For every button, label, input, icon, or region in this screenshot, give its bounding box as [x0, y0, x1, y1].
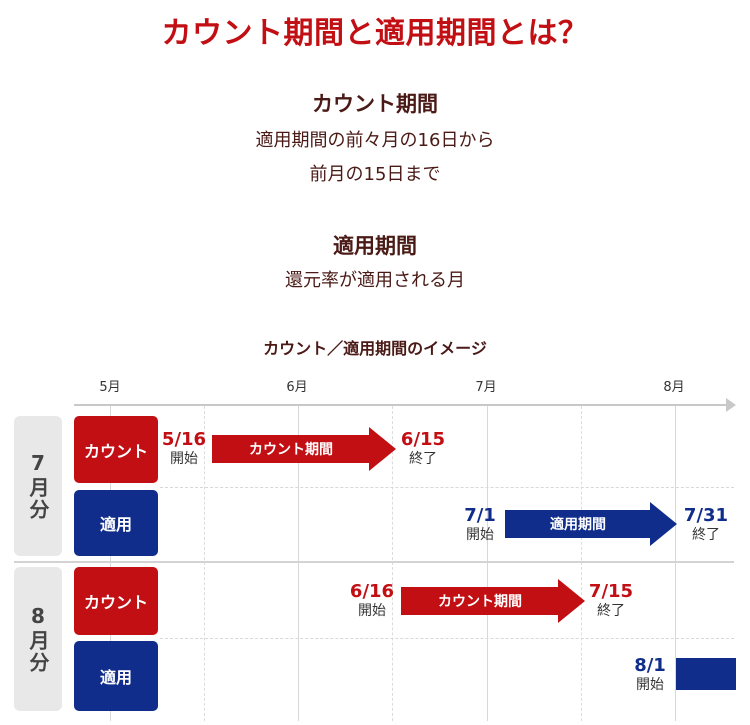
count-period-line-1: 適用期間の前々月の16日から — [255, 130, 495, 151]
apply-period-bar-partial — [676, 658, 736, 690]
half-month-gridline — [581, 406, 582, 721]
count-period-line-2: 前月の15日まで — [309, 164, 441, 185]
apply-period-description: 適用期間 還元率が適用される月 — [0, 230, 750, 298]
count-period-arrow: カウント期間 — [401, 579, 585, 623]
end-text: 終了 — [409, 451, 437, 467]
end-text: 終了 — [597, 603, 625, 619]
apply-period-arrow-label: 適用期間 — [550, 517, 606, 533]
start-date: 6/16 — [349, 581, 395, 602]
end-marker: 6/15 終了 — [401, 430, 445, 468]
month-label-june: 6月 — [286, 380, 308, 395]
month-label-august: 8月 — [663, 380, 685, 395]
start-text: 開始 — [170, 451, 198, 467]
timeline-axis — [74, 404, 734, 406]
count-period-description: カウント期間 適用期間の前々月の16日から 前月の15日まで — [0, 88, 750, 192]
end-date: 7/15 — [588, 581, 634, 602]
group-label-text: 8月分 — [26, 604, 50, 674]
row-label-count: カウント — [74, 567, 158, 635]
count-period-heading: カウント期間 — [312, 92, 438, 116]
count-period-arrow-label: カウント期間 — [438, 594, 522, 610]
count-period-arrow-label: カウント期間 — [249, 442, 333, 458]
month-gridline — [298, 406, 299, 721]
diagram-title: カウント／適用期間のイメージ — [263, 339, 487, 358]
start-date: 7/1 — [464, 505, 496, 526]
group-label-july: 7月分 — [14, 416, 62, 556]
row-label-apply: 適用 — [74, 490, 158, 556]
row-divider — [160, 638, 734, 639]
start-text: 開始 — [466, 527, 494, 543]
half-month-gridline — [392, 406, 393, 721]
start-marker: 5/16 開始 — [162, 430, 206, 468]
row-divider — [160, 487, 734, 488]
start-date: 8/1 — [634, 655, 666, 676]
month-gridline — [675, 406, 676, 721]
group-label-august: 8月分 — [14, 567, 62, 711]
apply-period-heading: 適用期間 — [333, 234, 417, 258]
month-label-may: 5月 — [99, 380, 121, 395]
end-date: 7/31 — [683, 505, 729, 526]
start-marker: 7/1 開始 — [464, 506, 496, 544]
half-month-gridline — [204, 406, 205, 721]
month-gridline — [110, 406, 111, 721]
end-marker: 7/15 終了 — [589, 582, 633, 620]
month-label-july: 7月 — [475, 380, 497, 395]
start-text: 開始 — [358, 603, 386, 619]
start-date: 5/16 — [161, 429, 207, 450]
start-marker: 8/1 開始 — [634, 656, 666, 694]
row-label-count: カウント — [74, 416, 158, 483]
group-label-text: 7月分 — [26, 451, 50, 521]
start-marker: 6/16 開始 — [350, 582, 394, 620]
apply-period-line-1: 還元率が適用される月 — [285, 270, 465, 291]
end-marker: 7/31 終了 — [684, 506, 728, 544]
timeline-axis-arrow — [726, 398, 736, 412]
start-text: 開始 — [636, 677, 664, 693]
end-text: 終了 — [692, 527, 720, 543]
row-label-apply: 適用 — [74, 641, 158, 711]
end-date: 6/15 — [400, 429, 446, 450]
page-title: カウント期間と適用期間とは？ — [161, 16, 589, 51]
apply-period-arrow: 適用期間 — [505, 502, 677, 546]
count-period-arrow: カウント期間 — [212, 427, 396, 471]
month-gridline — [487, 406, 488, 721]
group-divider — [14, 561, 734, 563]
